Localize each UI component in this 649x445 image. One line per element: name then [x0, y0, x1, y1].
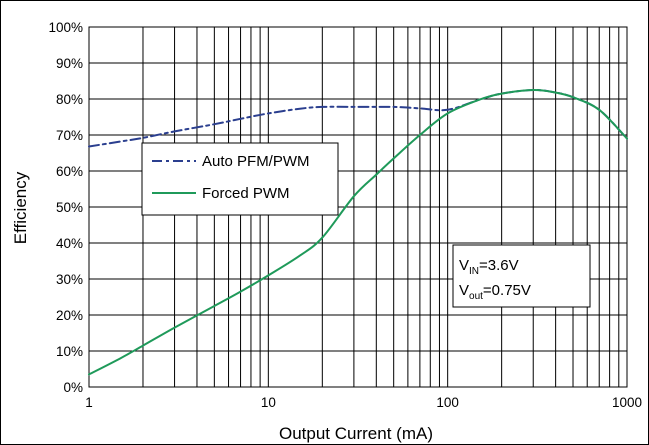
- y-tick-label: 10%: [56, 344, 83, 359]
- y-tick-label: 50%: [56, 200, 83, 215]
- y-tick-label: 70%: [56, 128, 83, 143]
- y-tick-label: 80%: [56, 92, 83, 107]
- legend: Auto PFM/PWM Forced PWM: [141, 142, 339, 216]
- annotation-vout: Vout=0.75V: [459, 282, 531, 302]
- annotation-box: [452, 244, 591, 308]
- x-axis-title: Output Current (mA): [279, 424, 433, 443]
- y-tick-label: 90%: [56, 56, 83, 71]
- series-line-forced-pwm: [88, 88, 628, 376]
- legend-box: [141, 142, 339, 216]
- legend-label-auto-pfm-pwm: Auto PFM/PWM: [202, 153, 310, 170]
- y-tick-label: 100%: [48, 20, 83, 35]
- y-tick-label: 20%: [56, 308, 83, 323]
- y-tick-label: 60%: [56, 164, 83, 179]
- legend-label-forced-pwm: Forced PWM: [202, 185, 290, 202]
- x-tick-label: 1: [85, 395, 93, 410]
- x-tick-label: 10: [261, 395, 276, 410]
- annotation-vin: VIN=3.6V: [459, 257, 519, 277]
- y-tick-label: 40%: [56, 236, 83, 251]
- x-tick-label: 1000: [612, 395, 642, 410]
- y-tick-label: 0%: [63, 380, 83, 395]
- series-layer: [88, 88, 628, 376]
- x-axis-ticks: 1 10 100 1000: [85, 395, 642, 410]
- y-tick-label: 30%: [56, 272, 83, 287]
- conditions-annotation: VIN=3.6V Vout=0.75V: [452, 244, 591, 308]
- y-axis-ticks: 0% 10% 20% 30% 40% 50% 60% 70% 80% 90% 100%: [48, 20, 83, 395]
- plot-area-frame: [88, 26, 628, 388]
- y-axis-title: Efficiency: [11, 171, 30, 244]
- x-tick-label: 100: [436, 395, 459, 410]
